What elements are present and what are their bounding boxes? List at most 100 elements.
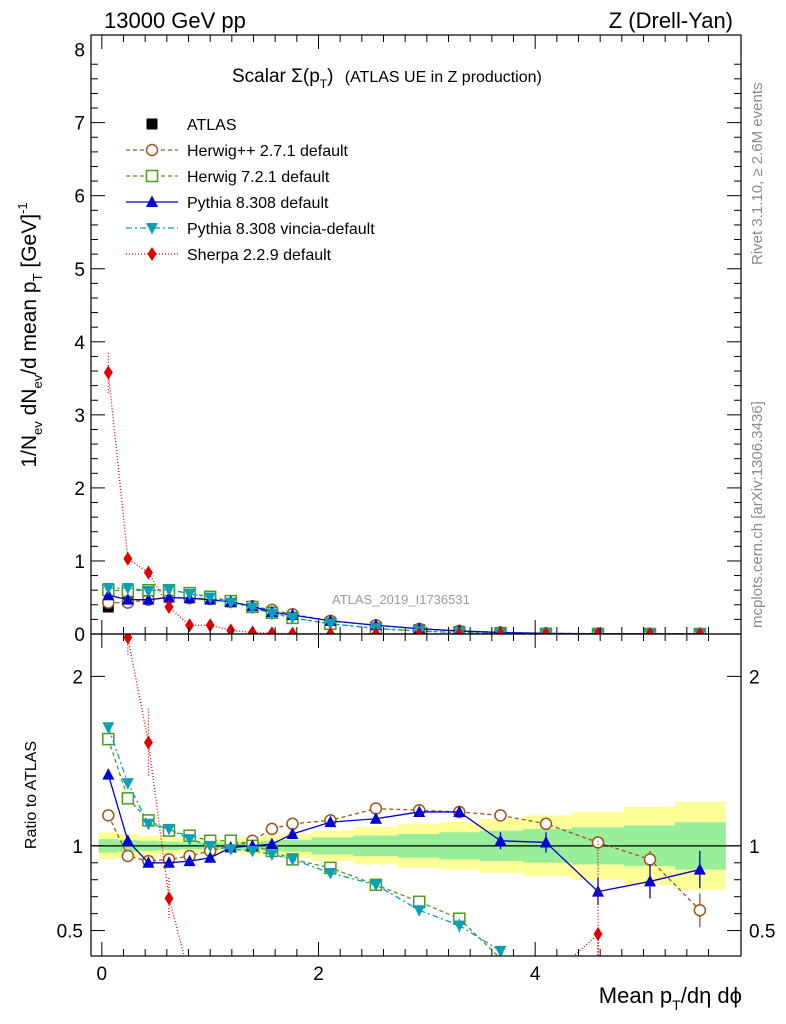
legend-entry-herwig-7-2-1-default: Herwig 7.2.1 default (126, 169, 330, 186)
ratio-point (183, 834, 196, 846)
legend-label: Pythia 8.308 vincia-default (187, 221, 375, 238)
legend-marker (147, 247, 157, 261)
legend-label: Pythia 8.308 default (187, 195, 329, 212)
ratio-point (369, 879, 382, 892)
legend-entry-herwig-2-7-1-default: Herwig++ 2.7.1 default (126, 143, 349, 160)
data-point (121, 582, 134, 595)
ratio-point (102, 732, 115, 746)
ratio-point (644, 874, 656, 887)
ratio-point (224, 844, 237, 856)
main-plot-area (102, 352, 707, 634)
legend: ATLAS Herwig++ 2.7.1 default Herwig 7.2.1 … (126, 117, 375, 264)
ratio-point (693, 863, 706, 875)
data-point (324, 618, 337, 631)
ratio-series-sherpa-2-2-9-default (123, 634, 603, 956)
x-axis-label: Mean pT/dη dϕ (599, 983, 742, 1013)
main-axis-ticks: 0 1 2 3 4 5 6 7 8 (74, 35, 741, 646)
ratio-point (286, 854, 299, 866)
rivet-version-label: Rivet 3.1.10, ≥ 2.6M events (749, 83, 766, 266)
ratio-y-tick-label: 1 (72, 837, 83, 858)
mcplots-reference: mcplots.cern.ch [arXiv:1306.3436] (749, 401, 766, 628)
y-tick-label: 6 (74, 187, 85, 208)
y-tick-label: 2 (74, 479, 85, 500)
legend-label: Herwig 7.2.1 default (187, 169, 330, 186)
ratio-point (183, 854, 196, 867)
legend-entry-atlas: ATLAS (146, 117, 237, 134)
data-point (325, 626, 335, 634)
ratio-point (453, 805, 466, 817)
ratio-point (324, 815, 337, 828)
ratio-series-pythia-8-308-default (102, 768, 706, 906)
ratio-point (592, 885, 604, 897)
data-point (246, 602, 259, 615)
ratio-point (265, 849, 278, 861)
data-point (414, 627, 424, 634)
y-tick-label: 3 (74, 406, 85, 427)
data-point (121, 593, 134, 605)
data-point (226, 623, 236, 634)
data-point (205, 618, 215, 633)
ratio-point (453, 920, 466, 932)
ratio-point (204, 851, 217, 863)
ratio-point (121, 834, 134, 846)
ratio-point (540, 835, 552, 848)
ratio-point (204, 840, 217, 853)
data-point (163, 590, 175, 603)
y-tick-label: 1 (74, 552, 85, 573)
data-point (645, 627, 655, 634)
data-point (183, 588, 196, 601)
chart-title: Scalar Σ(pT) (ATLAS UE in Z production) (232, 66, 542, 91)
legend-marker (145, 143, 159, 157)
y-tick-label: 5 (74, 260, 85, 281)
ratio-y-tick-label-right: 1 (749, 837, 760, 858)
ratio-point (369, 812, 382, 824)
ratio-point (593, 926, 603, 941)
data-point (265, 608, 278, 621)
legend-label: ATLAS (187, 117, 237, 134)
data-point (142, 585, 155, 598)
data-point (267, 626, 277, 634)
legend-marker (145, 169, 159, 183)
legend-marker (146, 118, 158, 130)
data-point (371, 626, 381, 634)
ratio-point (265, 837, 278, 850)
ratio-series-pythia-8-308-vincia-default (102, 722, 507, 956)
header-right: Z (Drell-Yan) (609, 8, 733, 33)
ratio-line-herwig-7-2-1-default (107, 738, 499, 956)
data-point (163, 584, 175, 596)
ratio-point (164, 891, 174, 906)
legend-label: Sherpa 2.2.9 default (187, 247, 332, 264)
ratio-point (102, 809, 115, 822)
ratio-point (142, 856, 155, 868)
legend-entry-sherpa-2-2-9-default: Sherpa 2.2.9 default (126, 247, 332, 264)
legend-label: Herwig++ 2.7.1 default (187, 143, 349, 160)
ratio-y-tick-label-right: 0.5 (749, 922, 775, 943)
ratio-point (265, 822, 279, 836)
ratio-point (539, 817, 553, 831)
ratio-y-tick-label: 0.5 (57, 922, 83, 943)
data-point (286, 612, 299, 625)
y-tick-label: 4 (74, 333, 85, 354)
y-tick-label: 0 (74, 625, 85, 646)
data-point (164, 599, 174, 614)
ratio-point (102, 768, 115, 780)
ratio-point (246, 845, 259, 858)
data-point (496, 627, 505, 634)
data-point (695, 627, 705, 634)
ratio-point (324, 867, 337, 880)
x-tick-label: 0 (97, 964, 108, 985)
data-point (143, 565, 153, 580)
data-point (102, 582, 115, 595)
ratio-point (413, 805, 426, 817)
ratio-y-axis-label: Ratio to ATLAS (23, 741, 40, 849)
main-panel: 0 1 2 3 4 5 6 7 8 (74, 34, 742, 646)
y-axis-label: 1/Nev dNev/d mean pT [GeV]-1 (15, 202, 45, 467)
data-point (102, 588, 115, 601)
y-tick-label: 7 (74, 114, 85, 135)
series-sherpa-2-2-9-default (103, 352, 705, 634)
ratio-point (286, 827, 299, 839)
legend-entry-pythia-8-308-vincia-default: Pythia 8.308 vincia-default (126, 221, 375, 238)
ratio-point (121, 849, 135, 863)
ratio-point (163, 823, 175, 836)
